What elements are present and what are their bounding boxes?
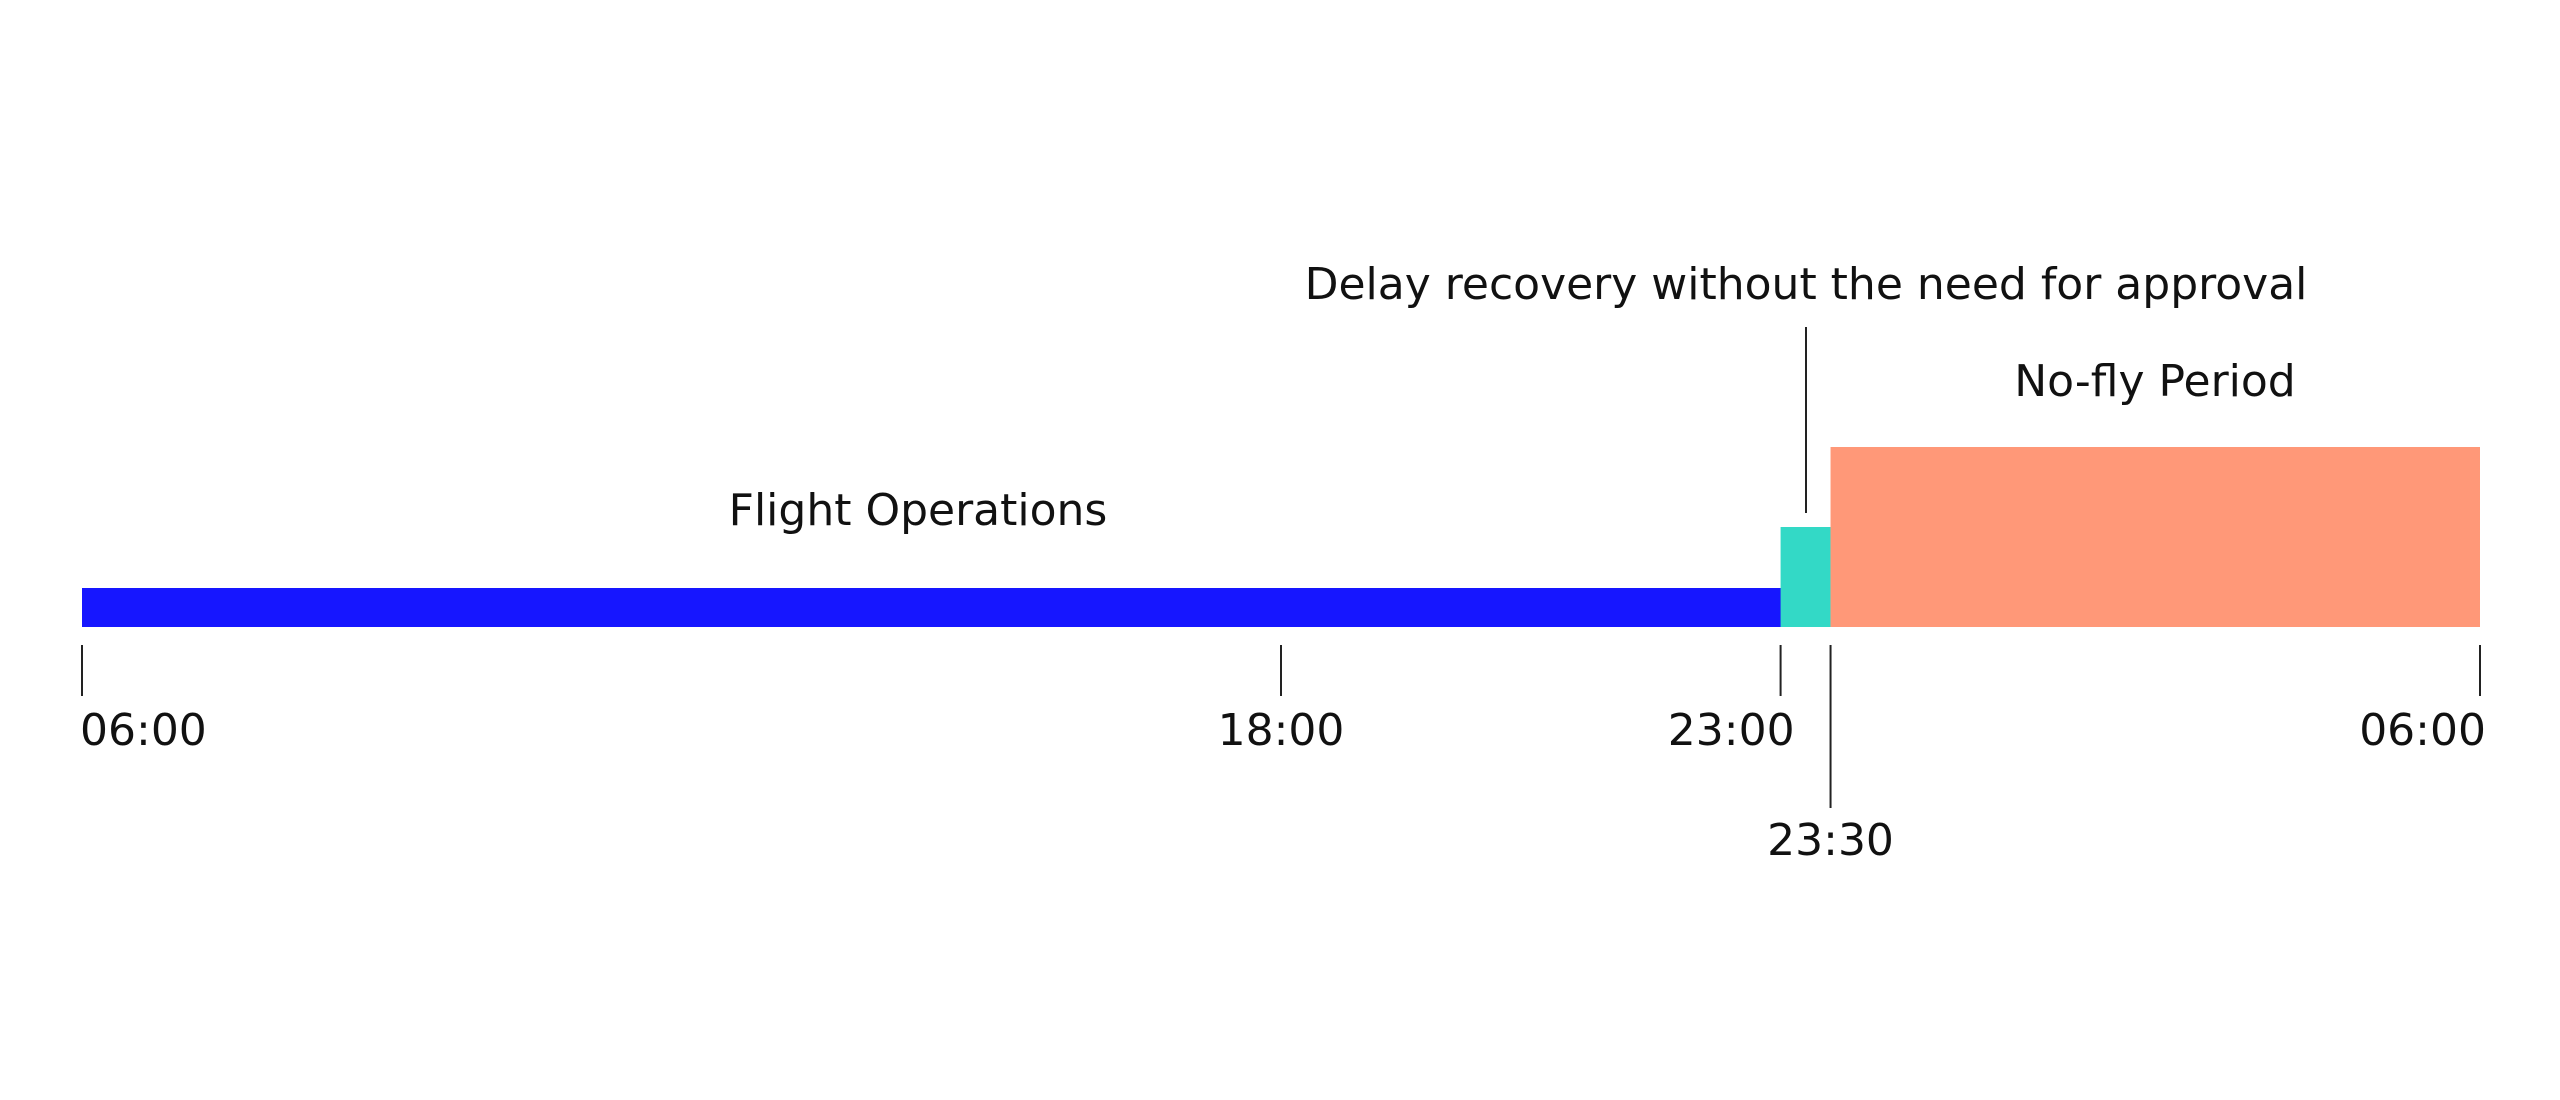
segment-bar (82, 588, 1831, 627)
segment-label: No-fly Period (2014, 356, 2295, 407)
tick-label: 06:00 (2359, 705, 2486, 756)
tick-label: 23:00 (1668, 705, 1795, 756)
segment-bar (1830, 447, 2480, 627)
segment-bar (1780, 527, 1831, 627)
tick-label: 23:30 (1767, 815, 1894, 866)
tick-label: 18:00 (1218, 705, 1345, 756)
tick-label: 06:00 (80, 705, 207, 756)
segment-label: Delay recovery without the need for appr… (1305, 259, 2308, 310)
segment-label: Flight Operations (729, 485, 1108, 536)
